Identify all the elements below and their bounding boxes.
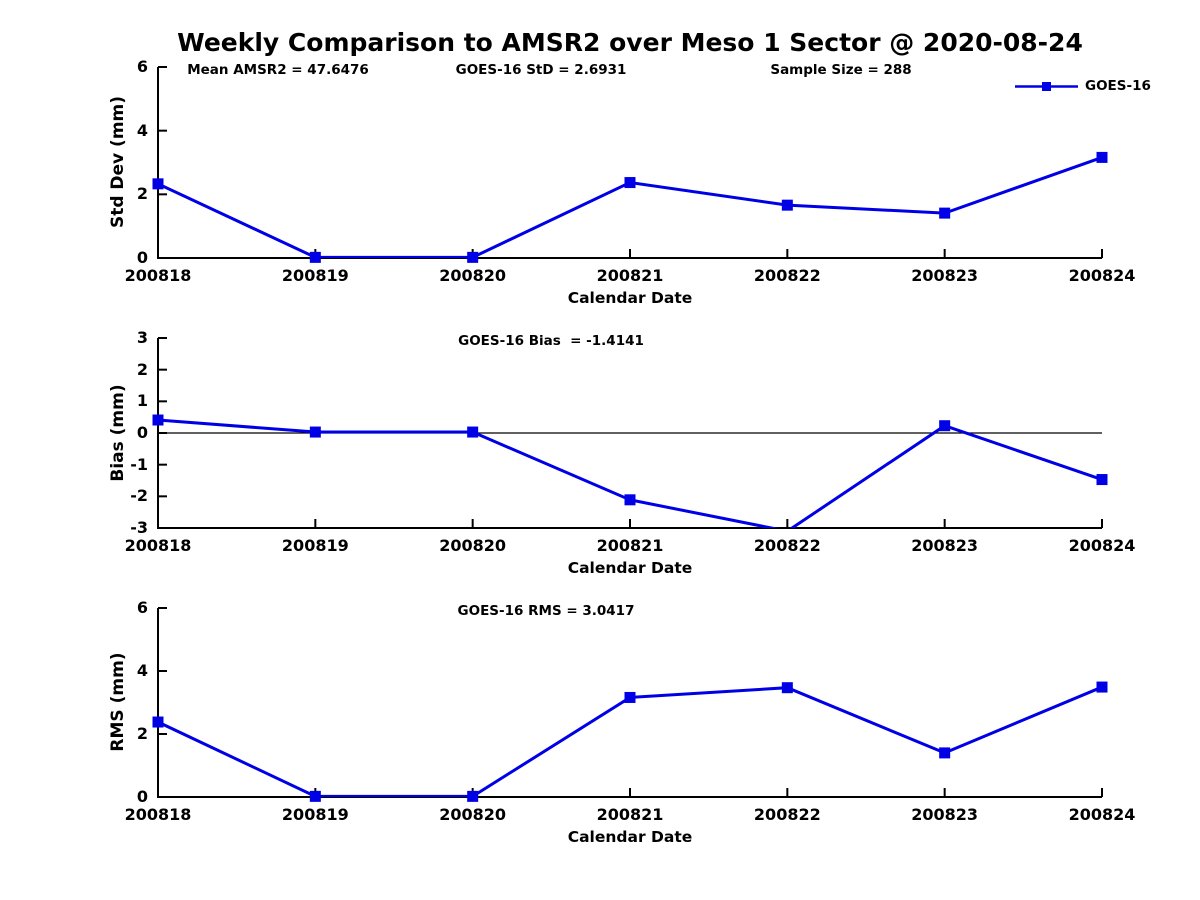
data-line: [158, 418, 1103, 528]
x-tick-label: 200819: [281, 266, 349, 285]
y-tick-label: -1: [130, 454, 148, 474]
legend-line-icon: [1015, 81, 1078, 91]
y-tick-label: 2: [136, 359, 148, 379]
x-tick-label: 200821: [596, 536, 664, 555]
y-tick-label: 0: [136, 787, 148, 806]
y-tick-label: 0: [136, 248, 148, 267]
subplot-2: [152, 607, 1108, 802]
x-tick-label: 200821: [596, 805, 664, 824]
data-point: [467, 790, 479, 802]
x-tick-label: 200820: [439, 536, 507, 555]
x-tick-label: 200824: [1068, 805, 1136, 824]
annotation-goes16-std: GOES-16 StD = 2.6931: [455, 62, 627, 78]
data-point: [1096, 474, 1108, 486]
data-line: [158, 155, 1103, 258]
y-tick-label: 3: [136, 328, 148, 347]
data-point: [624, 691, 636, 703]
y-tick-label: 0: [136, 423, 148, 442]
data-point: [152, 178, 164, 190]
data-point: [781, 199, 793, 211]
y-tick-label: -2: [130, 486, 148, 506]
x-tick-label: 200821: [596, 266, 664, 285]
data-point: [939, 747, 951, 759]
data-point: [939, 207, 951, 219]
x-tick-label: 200822: [753, 266, 821, 285]
x-tick-label: 200818: [124, 266, 192, 285]
data-point: [309, 251, 321, 263]
data-point: [624, 494, 636, 506]
data-point: [309, 790, 321, 802]
x-axis-label-calendar-date-0: Calendar Date: [567, 289, 693, 307]
x-tick-label: 200818: [124, 536, 192, 555]
figure-title: Weekly Comparison to AMSR2 over Meso 1 S…: [177, 28, 1083, 57]
data-point: [309, 426, 321, 438]
data-point: [939, 420, 951, 432]
y-tick-label: 4: [136, 120, 148, 140]
data-point: [624, 177, 636, 189]
x-tick-label: 200823: [911, 536, 979, 555]
data-point: [152, 716, 164, 728]
data-point: [781, 682, 793, 694]
x-tick-label: 200819: [281, 805, 349, 824]
x-tick-label: 200822: [753, 536, 821, 555]
data-point: [152, 414, 164, 426]
data-point: [467, 426, 479, 438]
x-tick-label: 200820: [439, 805, 507, 824]
x-tick-label: 200818: [124, 805, 192, 824]
y-tick-label: 2: [136, 184, 148, 204]
annotation-sample-size: Sample Size = 288: [770, 62, 912, 78]
x-tick-label: 200824: [1068, 536, 1136, 555]
x-tick-label: 200823: [911, 266, 979, 285]
data-point: [1096, 681, 1108, 693]
x-tick-label: 200823: [911, 805, 979, 824]
data-point: [1096, 151, 1108, 163]
data-line: [158, 685, 1103, 797]
y-axis-label-std-dev: Std Dev (mm): [108, 95, 128, 229]
x-tick-label: 200819: [281, 536, 349, 555]
legend: GOES-16: [1015, 78, 1151, 94]
x-axis-label-calendar-date-2: Calendar Date: [567, 828, 693, 846]
x-tick-label: 200820: [439, 266, 507, 285]
y-tick-label: 6: [136, 57, 148, 76]
annotation-goes16-bias: GOES-16 Bias = -1.4141: [458, 333, 644, 349]
data-point: [467, 251, 479, 263]
subplot-0: [152, 66, 1108, 263]
annotation-mean-amsr2: Mean AMSR2 = 47.6476: [187, 62, 369, 78]
legend-label: GOES-16: [1085, 78, 1151, 94]
annotation-goes16-rms: GOES-16 RMS = 3.0417: [457, 603, 635, 619]
y-tick-label: 4: [136, 661, 148, 680]
y-tick-label: 1: [136, 391, 148, 411]
x-tick-label: 200822: [753, 805, 821, 824]
subplot-1: [152, 337, 1108, 529]
x-axis-label-calendar-date-1: Calendar Date: [567, 559, 693, 577]
axis-spines: [157, 67, 1102, 259]
y-tick-label: -3: [130, 518, 148, 537]
y-tick-label: 6: [136, 598, 148, 617]
x-tick-label: 200824: [1068, 266, 1136, 285]
y-tick-label: 2: [136, 724, 148, 743]
